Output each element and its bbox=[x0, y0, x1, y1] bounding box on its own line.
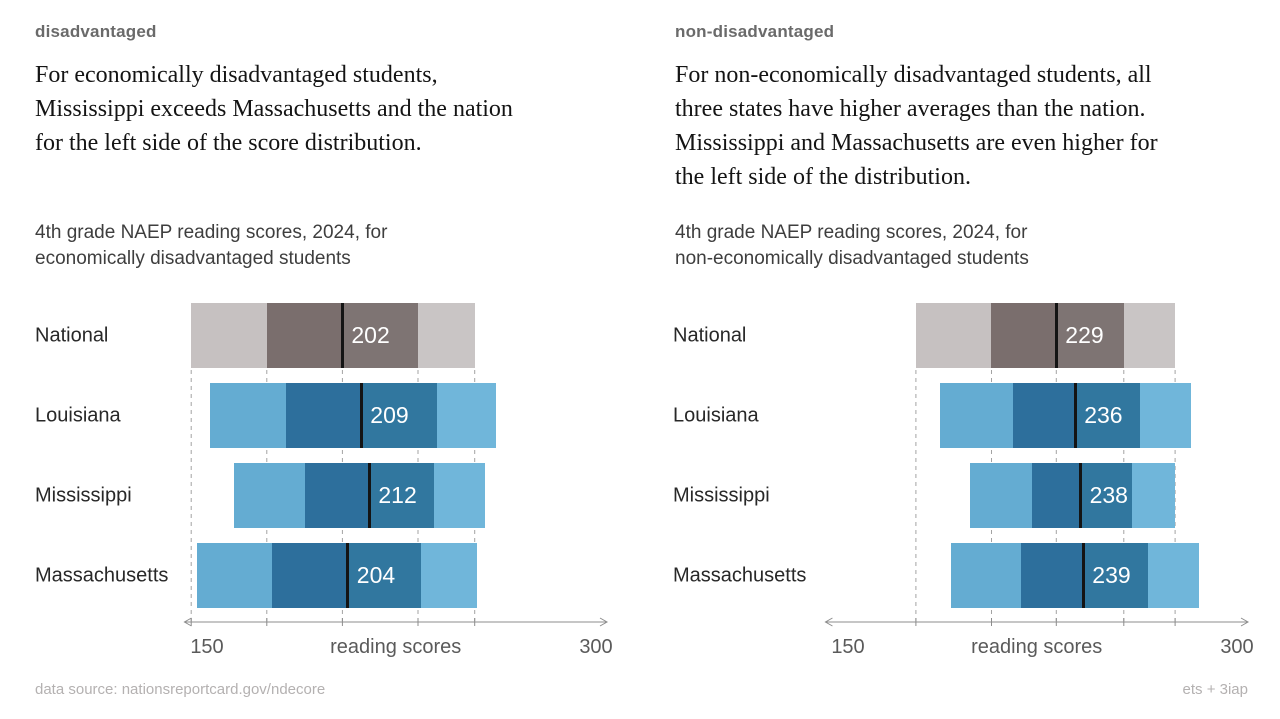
axis-arrowhead bbox=[1240, 617, 1250, 627]
segment-p25-mean bbox=[1013, 383, 1076, 448]
segment-p25-mean bbox=[272, 543, 348, 608]
mean-line bbox=[346, 543, 350, 608]
segment-mean-p75 bbox=[361, 383, 437, 448]
row-label-massachusetts: Massachusetts bbox=[673, 564, 807, 586]
segment-p10-p25 bbox=[951, 543, 1022, 608]
distribution-bar-national: 229 bbox=[915, 303, 1176, 368]
segment-p25-mean bbox=[304, 463, 370, 528]
segment-mean-p75 bbox=[1080, 463, 1132, 528]
distribution-bar-national: 202 bbox=[191, 303, 475, 368]
mean-line bbox=[1073, 383, 1077, 448]
segment-p75-p90 bbox=[417, 303, 475, 368]
segment-p10-p25 bbox=[210, 383, 286, 448]
mean-value-label: 236 bbox=[1084, 402, 1123, 428]
segment-p25-mean bbox=[1021, 543, 1084, 608]
data-source-note: data source: nationsreportcard.gov/ndeco… bbox=[35, 681, 326, 698]
right-chart-subtitle: 4th grade NAEP reading scores, 2024, for… bbox=[675, 222, 1029, 269]
distribution-bar-mississippi: 238 bbox=[969, 463, 1176, 528]
segment-p10-p25 bbox=[969, 463, 1032, 528]
left-panel-headline: For economically disadvantaged students,… bbox=[35, 62, 513, 156]
segment-p75-p90 bbox=[1131, 463, 1176, 528]
row-label-mississippi: Mississippi bbox=[673, 484, 770, 506]
credit-note: ets + 3iap bbox=[1182, 681, 1248, 698]
segment-p25-mean bbox=[1031, 463, 1081, 528]
row-label-mississippi: Mississippi bbox=[35, 484, 132, 506]
mean-line bbox=[340, 303, 344, 368]
mean-line bbox=[1054, 303, 1058, 368]
mean-value-label: 204 bbox=[356, 562, 396, 588]
axis-min-label: 150 bbox=[831, 636, 865, 658]
axis-title: reading scores bbox=[330, 636, 462, 658]
row-label-national: National bbox=[35, 324, 109, 346]
segment-p10-p25 bbox=[234, 463, 305, 528]
axis-arrowhead bbox=[599, 617, 609, 627]
segment-p75-p90 bbox=[1123, 303, 1176, 368]
row-label-massachusetts: Massachusetts bbox=[35, 564, 169, 586]
segment-p75-p90 bbox=[1139, 383, 1192, 448]
segment-p75-p90 bbox=[434, 463, 486, 528]
segment-p75-p90 bbox=[1148, 543, 1200, 608]
distribution-bar-louisiana: 236 bbox=[940, 383, 1192, 448]
mean-value-label: 229 bbox=[1065, 322, 1104, 348]
distribution-bar-massachusetts: 204 bbox=[196, 543, 478, 608]
segment-p10-p25 bbox=[940, 383, 1014, 448]
mean-value-label: 202 bbox=[351, 322, 390, 348]
row-label-louisiana: Louisiana bbox=[673, 404, 759, 426]
axis-max-label: 300 bbox=[579, 636, 613, 658]
segment-mean-p75 bbox=[347, 543, 421, 608]
axis-min-label: 150 bbox=[190, 636, 224, 658]
mean-value-label: 239 bbox=[1092, 562, 1131, 588]
right-panel-tag: non-disadvantaged bbox=[675, 22, 835, 41]
axis-max-label: 300 bbox=[1220, 636, 1254, 658]
mean-value-label: 209 bbox=[370, 402, 409, 428]
distribution-bar-mississippi: 212 bbox=[234, 463, 486, 528]
segment-mean-p75 bbox=[1083, 543, 1149, 608]
mean-line bbox=[1079, 463, 1083, 528]
row-label-louisiana: Louisiana bbox=[35, 404, 121, 426]
mean-line bbox=[367, 463, 371, 528]
segment-p10-p25 bbox=[196, 543, 273, 608]
mean-line bbox=[359, 383, 363, 448]
mean-value-label: 212 bbox=[378, 482, 417, 508]
mean-value-label: 238 bbox=[1089, 482, 1128, 508]
segment-p10-p25 bbox=[915, 303, 992, 368]
distribution-bar-louisiana: 209 bbox=[210, 383, 497, 448]
segment-mean-p75 bbox=[369, 463, 435, 528]
segment-p75-p90 bbox=[420, 543, 478, 608]
segment-mean-p75 bbox=[1075, 383, 1140, 448]
distribution-bar-massachusetts: 239 bbox=[951, 543, 1200, 608]
segment-p25-mean bbox=[285, 383, 362, 448]
axis-arrowhead bbox=[824, 617, 833, 627]
segment-p75-p90 bbox=[436, 383, 497, 448]
left-panel-tag: disadvantaged bbox=[35, 22, 157, 41]
axis-arrowhead bbox=[183, 617, 192, 627]
right-panel-headline: For non-economically disadvantaged stude… bbox=[675, 62, 1158, 190]
segment-p25-mean bbox=[991, 303, 1057, 368]
segment-p25-mean bbox=[266, 303, 343, 368]
mean-line bbox=[1081, 543, 1085, 608]
axis-title: reading scores bbox=[971, 636, 1103, 658]
segment-p10-p25 bbox=[191, 303, 267, 368]
left-chart-subtitle: 4th grade NAEP reading scores, 2024, for… bbox=[35, 222, 388, 269]
row-label-national: National bbox=[673, 324, 747, 346]
segment-mean-p75 bbox=[342, 303, 418, 368]
segment-mean-p75 bbox=[1056, 303, 1124, 368]
